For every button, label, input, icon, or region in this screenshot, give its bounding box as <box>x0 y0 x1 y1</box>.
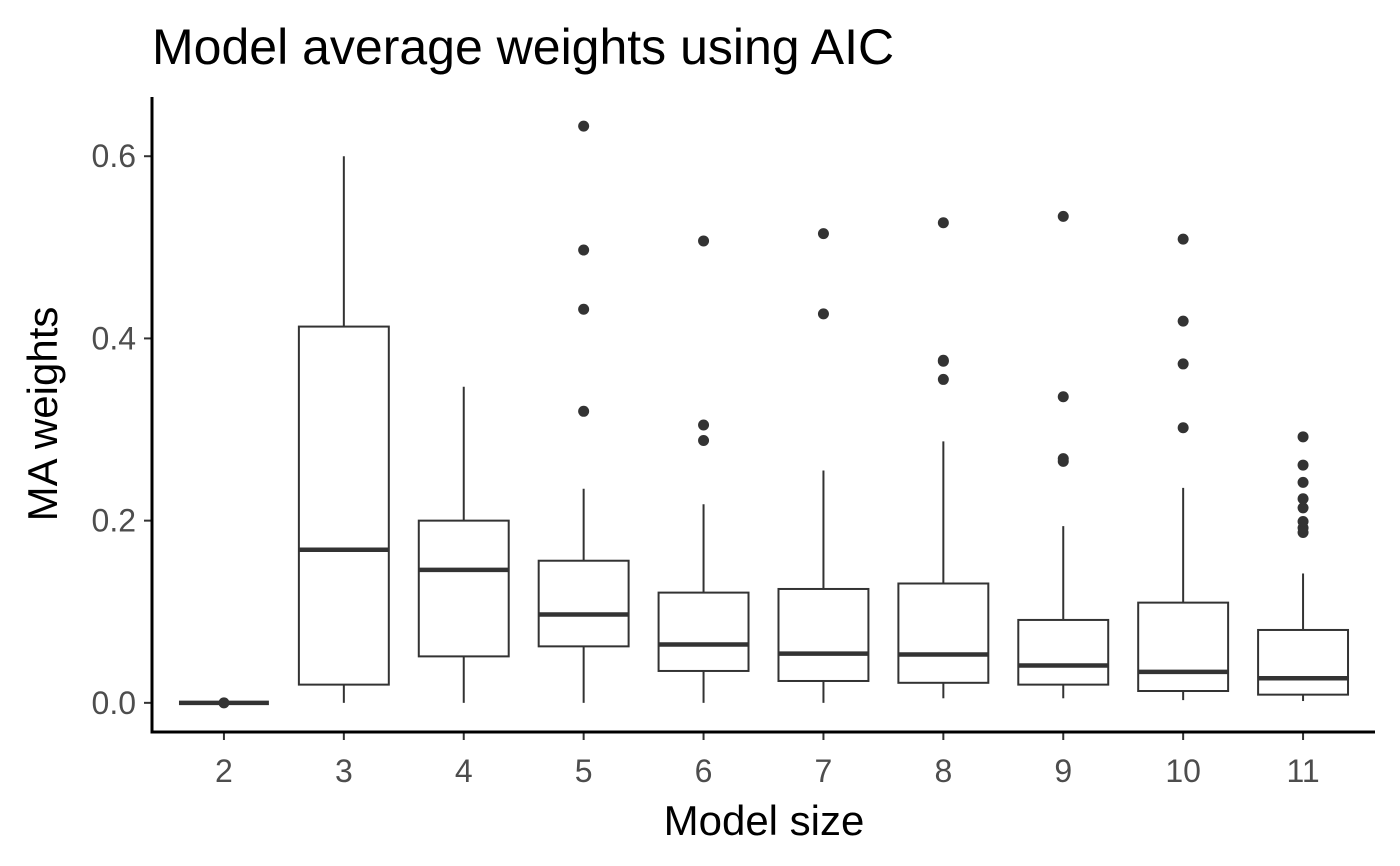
outlier-point <box>937 217 949 229</box>
outlier-point <box>937 354 949 366</box>
box-9 <box>1017 618 1110 686</box>
x-tick-label: 5 <box>575 753 593 789</box>
box-11 <box>1257 628 1350 696</box>
x-tick-label: 11 <box>1286 753 1319 789</box>
outlier-point <box>1177 422 1189 434</box>
outlier-point <box>578 120 590 132</box>
outlier-point <box>1297 502 1309 514</box>
outlier-point <box>1177 315 1189 327</box>
y-tick-label: 0.0 <box>92 685 136 721</box>
x-tick-label: 3 <box>335 753 353 789</box>
box-10 <box>1137 601 1230 693</box>
box-4 <box>417 519 510 658</box>
outlier-point <box>937 373 949 385</box>
x-tick-label: 10 <box>1165 753 1201 789</box>
box-6 <box>657 591 750 672</box>
box-7 <box>777 587 870 682</box>
x-tick-label: 2 <box>215 753 233 789</box>
outlier-point <box>698 419 710 431</box>
outlier-point <box>817 308 829 320</box>
outlier-point <box>578 405 590 417</box>
outlier-point <box>698 235 710 247</box>
y-tick-label: 0.4 <box>92 320 136 356</box>
plot-area: 0.0 0.2 0.4 0.6 2 3 4 5 6 7 8 9 10 11 <box>92 97 1375 789</box>
outlier-point <box>1057 210 1069 222</box>
x-tick-label: 7 <box>815 753 833 789</box>
x-tick-label: 4 <box>455 753 473 789</box>
y-tick-label: 0.2 <box>92 503 136 539</box>
outlier-point <box>1297 431 1309 443</box>
outlier-point <box>218 697 230 709</box>
outlier-point <box>1177 233 1189 245</box>
outlier-point <box>1297 459 1309 471</box>
x-tick-label: 8 <box>934 753 952 789</box>
outlier-point <box>1297 493 1309 505</box>
outlier-point <box>578 244 590 256</box>
chart-title: Model average weights using AIC <box>152 19 894 75</box>
x-tick-label: 9 <box>1054 753 1072 789</box>
outlier-point <box>1057 453 1069 465</box>
x-tick-label: 6 <box>695 753 713 789</box>
y-axis-title: MA weights <box>19 307 66 522</box>
outlier-point <box>1177 358 1189 370</box>
outlier-point <box>817 228 829 240</box>
outlier-point <box>1057 391 1069 403</box>
outlier-point <box>1297 516 1309 528</box>
outlier-point <box>578 303 590 315</box>
outlier-point <box>1297 476 1309 488</box>
box-3 <box>297 325 390 686</box>
box-8 <box>897 582 990 684</box>
outlier-point <box>698 434 710 446</box>
y-tick-label: 0.6 <box>92 138 136 174</box>
x-axis-title: Model size <box>664 797 865 844</box>
box-5 <box>537 559 630 648</box>
